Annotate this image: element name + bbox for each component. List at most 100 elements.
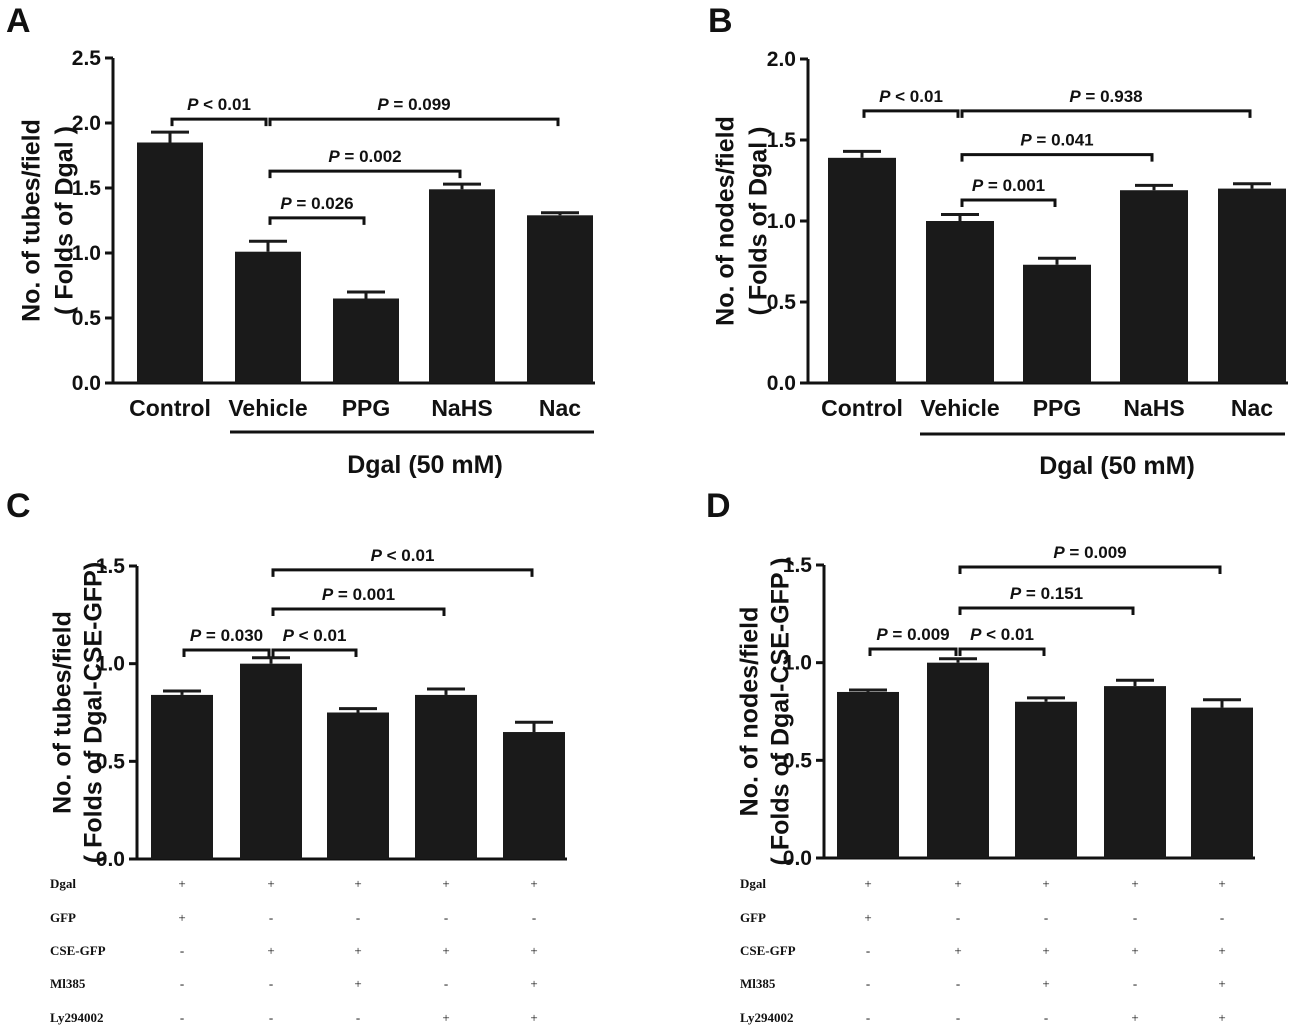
y-tick-label: 0.0 (783, 847, 812, 870)
condition-row-label: Dgal (740, 876, 766, 891)
condition-sign: - (1133, 910, 1137, 925)
significance-bracket (271, 568, 534, 577)
significance-bracket (268, 117, 560, 127)
p-value-label: P = 0.009 (876, 625, 949, 644)
p-value-label: P = 0.041 (1020, 131, 1093, 150)
significance-bracket (958, 565, 1222, 574)
condition-sign: - (269, 910, 273, 925)
condition-sign: + (1042, 943, 1049, 958)
y-tick-label: 1.5 (767, 129, 797, 152)
condition-sign: - (180, 943, 184, 958)
condition-sign: + (178, 910, 185, 925)
bar (1015, 701, 1077, 858)
condition-sign: + (954, 876, 961, 891)
bar (137, 142, 203, 383)
bar (429, 189, 495, 383)
y-axis-label-sub: ( Folds of Dgal ) (51, 126, 79, 315)
bar (151, 694, 213, 859)
condition-sign: + (530, 943, 537, 958)
bar (927, 662, 989, 858)
panel-a: A 0.0 0.5 1.0 1.5 2.0 2.5 No. of tubes/field( F… (6, 2, 595, 479)
condition-row-label: Ml385 (50, 976, 86, 991)
y-axis-label-sub: ( Folds of Dgal-CSE-GFP ) (767, 558, 795, 866)
bar (327, 712, 389, 859)
x-tick-label: Vehicle (920, 395, 999, 421)
condition-sign: - (356, 1010, 360, 1025)
bar (1218, 188, 1286, 383)
condition-sign: - (269, 1010, 273, 1025)
bar (333, 298, 399, 383)
condition-row-label: Ml385 (740, 976, 776, 991)
x-tick-label: Vehicle (228, 395, 307, 421)
p-value-label: P < 0.01 (187, 95, 251, 114)
condition-sign: + (1218, 1010, 1225, 1025)
y-axis-label: No. of nodes/field (712, 116, 740, 326)
p-value-label: P < 0.01 (879, 87, 943, 106)
significance-bracket (960, 153, 1154, 162)
condition-sign: + (267, 943, 274, 958)
panel-b: B 0.0 0.5 1.0 1.5 2.0 No. of nodes/field( Fold… (708, 2, 1288, 480)
condition-sign: - (444, 910, 448, 925)
y-tick-label: 1.5 (783, 554, 813, 577)
condition-sign: + (530, 976, 537, 991)
condition-row-label: CSE-GFP (740, 943, 796, 958)
bar (235, 251, 301, 383)
x-tick-label: Nac (539, 395, 581, 421)
significance-bracket (271, 648, 358, 657)
condition-sign: + (1131, 943, 1138, 958)
y-tick-label: 1.0 (96, 653, 125, 676)
significance-bracket (271, 607, 446, 616)
condition-sign: + (1042, 976, 1049, 991)
condition-sign: + (1218, 976, 1225, 991)
p-value-label: P = 0.009 (1053, 543, 1126, 562)
condition-sign: - (866, 976, 870, 991)
condition-row-label: GFP (50, 910, 76, 925)
panel-letter: B (708, 2, 733, 40)
condition-sign: - (956, 976, 960, 991)
p-value-label: P = 0.002 (328, 147, 401, 166)
condition-sign: + (267, 876, 274, 891)
condition-sign: + (354, 976, 361, 991)
bar (527, 215, 593, 383)
y-tick-label: 0.0 (96, 848, 125, 871)
y-tick-label: 1.5 (72, 177, 102, 200)
y-tick-label: 0.5 (96, 750, 126, 773)
x-tick-label: NaHS (1123, 395, 1184, 421)
y-tick-label: 0.5 (72, 307, 102, 330)
condition-row-label: Ly294002 (740, 1010, 793, 1025)
y-tick-label: 0.0 (767, 372, 796, 395)
condition-sign: + (1131, 1010, 1138, 1025)
significance-bracket (960, 198, 1057, 207)
y-axis-label: No. of tubes/field (18, 119, 46, 322)
panel-letter: A (6, 2, 31, 40)
significance-bracket (868, 647, 958, 656)
x-tick-label: Control (129, 395, 211, 421)
bar (926, 221, 994, 383)
significance-bracket (268, 216, 366, 225)
condition-sign: - (180, 976, 184, 991)
p-value-label: P = 0.030 (190, 626, 263, 645)
y-tick-label: 1.0 (72, 242, 101, 265)
p-value-label: P < 0.01 (283, 626, 347, 645)
bar (828, 157, 896, 383)
condition-sign: + (354, 943, 361, 958)
significance-bracket (958, 606, 1135, 615)
condition-sign: - (1044, 910, 1048, 925)
condition-row-label: GFP (740, 910, 766, 925)
condition-sign: - (532, 910, 536, 925)
condition-sign: + (178, 876, 185, 891)
x-tick-label: PPG (342, 395, 391, 421)
y-tick-label: 1.0 (767, 210, 796, 233)
bar (240, 663, 302, 859)
condition-sign: + (1042, 876, 1049, 891)
y-axis-label: No. of tubes/field (49, 611, 77, 814)
condition-sign: + (442, 943, 449, 958)
panel-c: C 0.0 0.5 1.0 1.5 No. of tubes/field( Folds o… (6, 487, 567, 1025)
p-value-label: P < 0.01 (371, 546, 435, 565)
condition-sign: + (1218, 876, 1225, 891)
p-value-label: P = 0.001 (322, 585, 395, 604)
significance-bracket (170, 117, 268, 127)
condition-sign: - (444, 976, 448, 991)
condition-sign: + (954, 943, 961, 958)
